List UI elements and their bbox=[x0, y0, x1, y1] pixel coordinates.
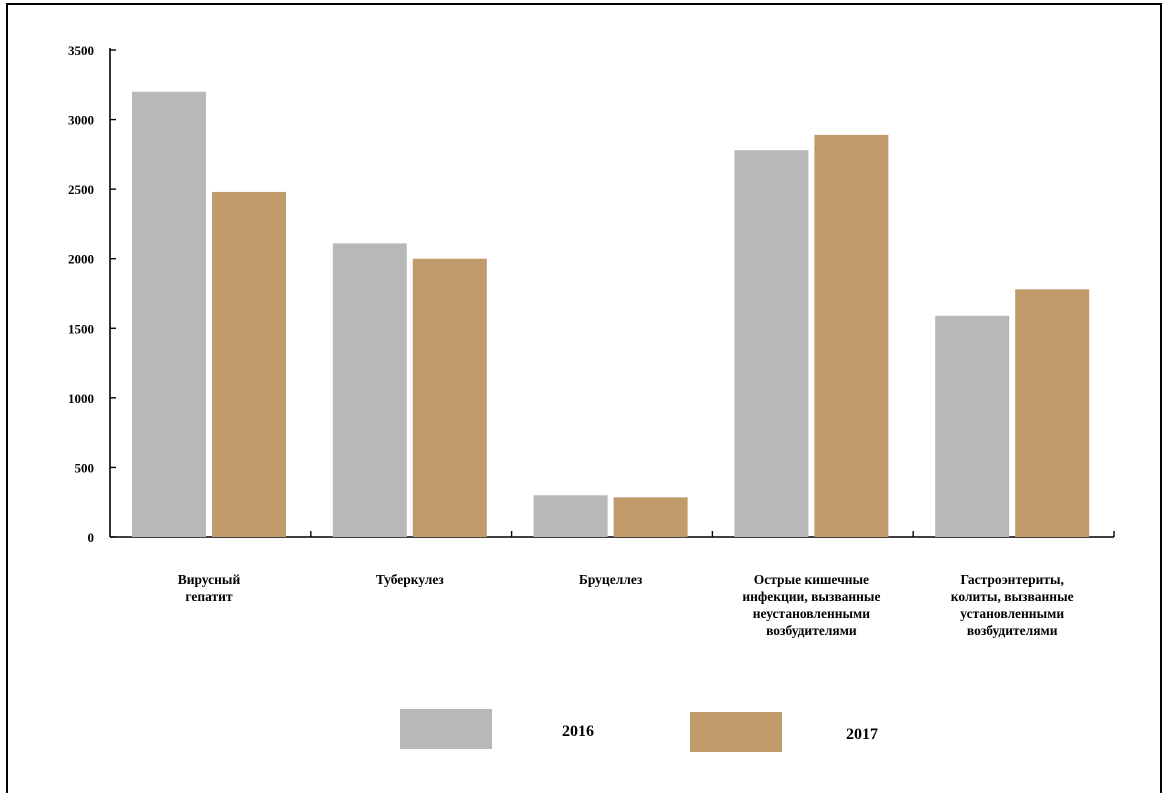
x-category-label-line: Вирусный bbox=[178, 572, 241, 587]
x-category-label-line: возбудителями bbox=[967, 623, 1058, 638]
legend-label-2017: 2017 bbox=[846, 726, 878, 743]
x-category-label: Острые кишечные инфекции, вызванные неуста… bbox=[742, 572, 880, 638]
y-tick-label: 2000 bbox=[68, 252, 94, 267]
legend-swatch-2017 bbox=[690, 712, 782, 752]
x-category-label-line: Бруцеллез bbox=[579, 572, 643, 587]
y-tick-label: 1500 bbox=[68, 321, 94, 336]
y-tick-label: 3500 bbox=[68, 43, 94, 58]
bar-2017-2 bbox=[412, 258, 487, 537]
bar-2016-2 bbox=[332, 243, 407, 537]
y-tick-label: 2500 bbox=[68, 182, 94, 197]
x-category-label-line: неустановленными bbox=[753, 606, 870, 621]
legend-swatch-2016 bbox=[400, 709, 492, 749]
x-category-label: Вирусный гепатит bbox=[178, 572, 241, 604]
chart-frame bbox=[6, 3, 1162, 793]
y-tick-label: 3000 bbox=[68, 113, 94, 128]
y-tick-label: 500 bbox=[75, 460, 95, 475]
bar-2016-4 bbox=[734, 150, 809, 537]
y-tick-label: 0 bbox=[88, 530, 95, 545]
y-tick-label: 1000 bbox=[68, 391, 94, 406]
chart-legend: 2016 2017 bbox=[400, 709, 878, 752]
x-category-label-line: колиты, вызванные bbox=[951, 589, 1074, 604]
bar-2016-3 bbox=[533, 495, 608, 537]
bar-2017-5 bbox=[1015, 289, 1090, 537]
x-category-label: Туберкулез bbox=[376, 572, 445, 587]
x-category-label-line: инфекции, вызванные bbox=[742, 589, 880, 604]
bar-2016-1 bbox=[132, 91, 206, 537]
chart-bars bbox=[132, 91, 1090, 537]
x-category-label-line: Острые кишечные bbox=[754, 572, 869, 587]
x-category-label: Бруцеллез bbox=[579, 572, 643, 587]
bar-2016-5 bbox=[935, 315, 1010, 537]
x-axis-labels: Вирусный гепатит Туберкулез Бруцеллез Острые… bbox=[178, 572, 1074, 638]
bar-2017-4 bbox=[814, 134, 889, 537]
bar-2017-3 bbox=[613, 497, 688, 537]
x-category-label-line: установленными bbox=[960, 606, 1064, 621]
x-category-label-line: Гастроэнтериты, bbox=[960, 572, 1063, 587]
x-category-label-line: возбудителями bbox=[766, 623, 857, 638]
x-category-label-line: Туберкулез bbox=[376, 572, 445, 587]
legend-label-2016: 2016 bbox=[562, 723, 594, 740]
bar-2017-1 bbox=[212, 191, 286, 537]
x-category-label-line: гепатит bbox=[185, 589, 233, 604]
x-category-label: Гастроэнтериты, колиты, вызванные установл… bbox=[951, 572, 1074, 638]
y-axis-ticks: 0 500 1000 1500 2000 2500 3000 3500 bbox=[68, 43, 116, 545]
